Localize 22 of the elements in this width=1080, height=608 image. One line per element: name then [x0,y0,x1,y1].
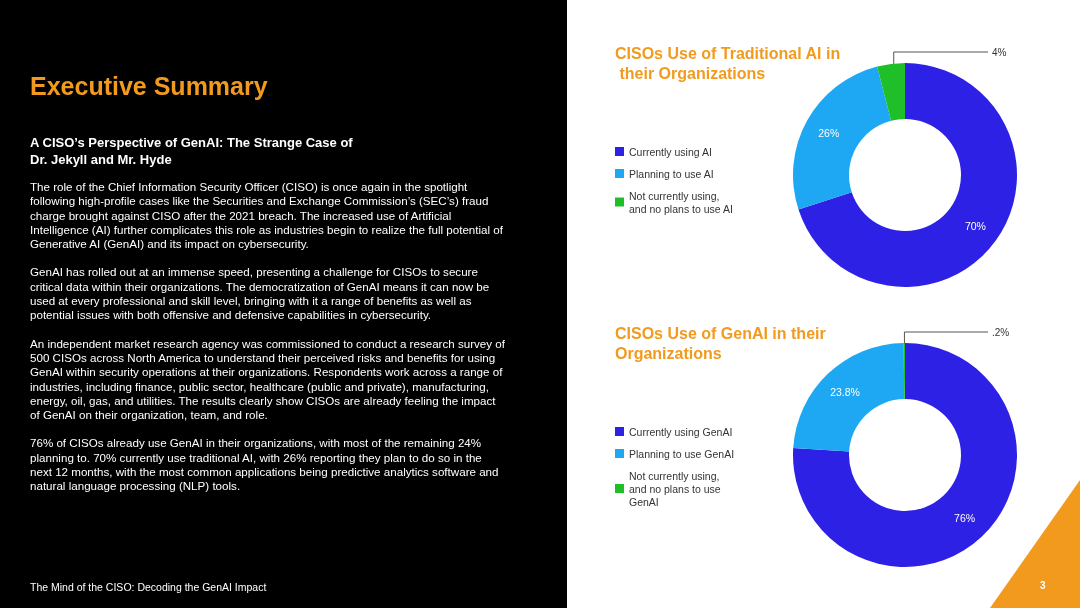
legend-label: Currently using AI [629,145,712,158]
text: A CISO’s Perspective of GenAI: The Strange Case of Dr. Jekyll and Mr. Hyde [30,134,354,168]
data-label: 4% [992,46,1007,58]
legend-label: Not currently using, and no plans to use AI [629,189,733,215]
chart-title: CISOs Use of Traditional AI in their Organizations [615,44,841,82]
text: The Mind of the CISO: Decoding the GenAI Impact [30,581,267,593]
legend-label: Not currently using, and no plans to use GenAI [629,469,724,508]
legend-label: Planning to use AI [629,167,714,180]
data-label: 76% [954,512,976,525]
legend-label: Currently using GenAI [629,425,733,438]
text: Executive Summary [30,72,268,101]
legend-label: Planning to use GenAI [629,447,735,460]
data-label: .2% [992,326,1010,338]
data-label: 26% [818,127,840,140]
data-label: 70% [964,220,986,233]
text: 3 [1040,580,1046,591]
text: An independent market research agency was commissioned to conduct a research survey of 500 CISOs across North America to understand their perceived risks and benefits for using GenAI within security operations at their organizations. Respondents work across a range of industries, including finance, public sector, healthcare (public and private), manufacturing, energy, oil, gas, and utilities. The results clearly show CISOs are already feeling the impact of GenAI on their organization, team, and role. [30,336,506,423]
text: 76% of CISOs already use GenAI in their organizations, with most of the remaining 24% planning to. 70% currently use traditional AI, with 26% reporting they plan to do so in the next 12 months, with the most common applications being predictive analytics software and natural language processing (NLP) tools. [30,436,500,494]
data-label: 23.8% [830,385,860,398]
text: The role of the Chief Information Security Officer (CISO) is once again in the spotlight following high-profile cases like the Securities and Exchange Commission’s (SEC’s) fraud charge brought against CISO after the 2021 breach. The increased use of Artificial Intelligence (AI) further complicates this role as industries begin to realize the full potential of Generative AI (GenAI) and its impact on cybersecurity. [30,180,504,252]
text: GenAI has rolled out at an immense speed, presenting a challenge for CISOs to secure critical data within their organizations. The democratization of GenAI means it can now be used at every professional and skill level, bringing with it a range of benefits as well as potential issues with both offensive and defensive capabilities in cybersecurity. [30,265,491,323]
chart-title: CISOs Use of GenAI in their Organizations [615,324,831,362]
